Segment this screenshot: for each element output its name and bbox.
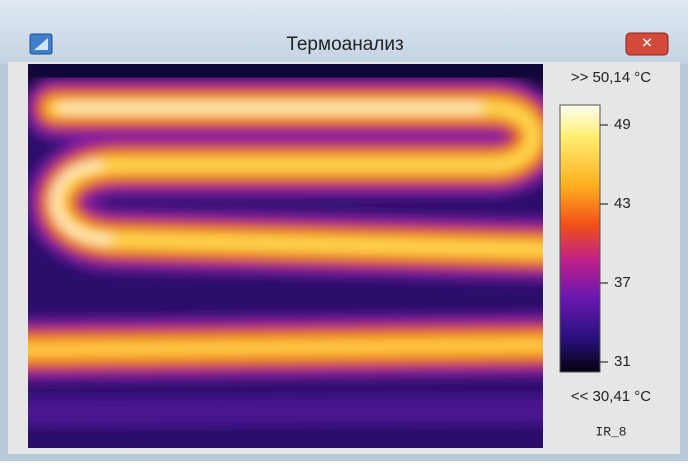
max-temperature: >> 50,14 °C (571, 69, 651, 86)
window-title: Термоанализ (286, 34, 403, 55)
scale-tick-label: 31 (614, 353, 631, 370)
close-icon: ✕ (641, 35, 653, 51)
color-scale (560, 105, 600, 372)
scale-tick-label: 43 (614, 195, 631, 212)
thermal-window: Термоанализ ✕ >> 50,14 °C << 30,41 °C IR… (0, 0, 688, 461)
image-name: IR_8 (595, 424, 626, 439)
thermal-image (10, 64, 560, 448)
scale-tick-label: 37 (614, 274, 631, 291)
scale-tick-label: 49 (614, 116, 631, 133)
min-temperature: << 30,41 °C (571, 388, 651, 405)
